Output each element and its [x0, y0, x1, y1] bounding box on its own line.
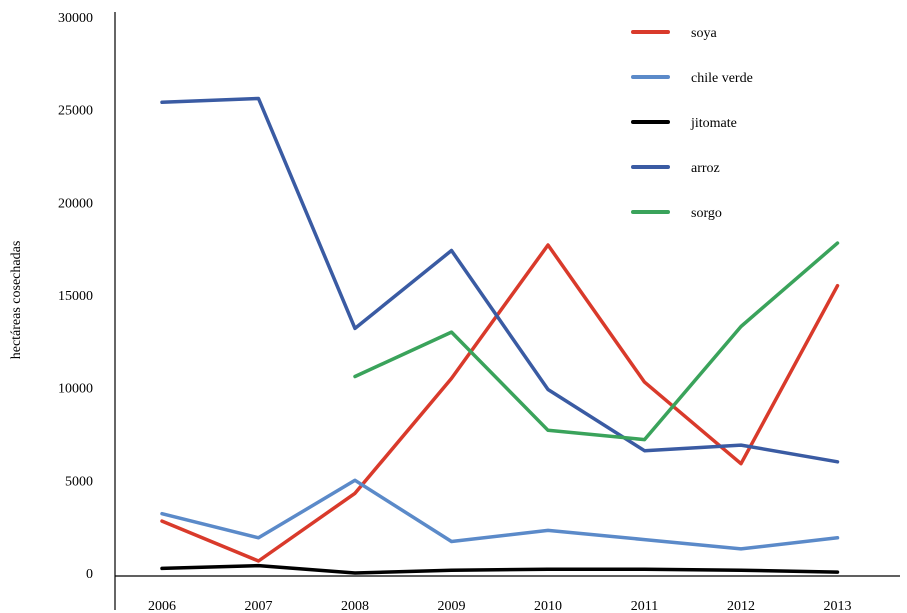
y-tick-label: 0: [86, 567, 93, 582]
y-tick-label: 15000: [58, 289, 93, 304]
x-tick-label: 2009: [438, 599, 466, 613]
y-tick-label: 30000: [58, 11, 93, 26]
x-tick-label: 2008: [341, 599, 369, 613]
y-tick-label: 10000: [58, 382, 93, 397]
x-tick-label: 2012: [727, 599, 755, 613]
y-tick-label: 20000: [58, 196, 93, 211]
legend-label: jitomate: [690, 116, 737, 131]
x-tick-label: 2007: [245, 599, 273, 613]
legend-label: arroz: [691, 161, 720, 176]
y-tick-label: 25000: [58, 104, 93, 119]
x-tick-label: 2006: [148, 599, 176, 613]
series-line-arroz: [160, 96, 840, 464]
legend-label: soya: [691, 26, 717, 41]
legend-label: sorgo: [691, 206, 722, 221]
series-line-chile-verde: [160, 478, 840, 551]
series-line-jitomate: [160, 563, 840, 575]
x-tick-label: 2011: [631, 599, 658, 613]
x-tick-label: 2010: [534, 599, 562, 613]
legend: soya chile verde jitomate arroz sorgo: [631, 26, 753, 221]
x-tick-label: 2013: [824, 599, 852, 613]
x-tick-labels: 2006 2007 2008 2009 2010 2011 2012 2013: [148, 599, 852, 613]
y-tick-labels: 0 5000 10000 15000 20000 25000 30000: [58, 11, 93, 582]
legend-label: chile verde: [691, 71, 753, 86]
series-line-sorgo: [353, 241, 840, 442]
y-tick-label: 5000: [65, 474, 93, 489]
series-line-soya: [160, 243, 840, 563]
y-axis-label: hectáreas cosechadas: [9, 241, 24, 360]
series-lines: [160, 96, 840, 575]
